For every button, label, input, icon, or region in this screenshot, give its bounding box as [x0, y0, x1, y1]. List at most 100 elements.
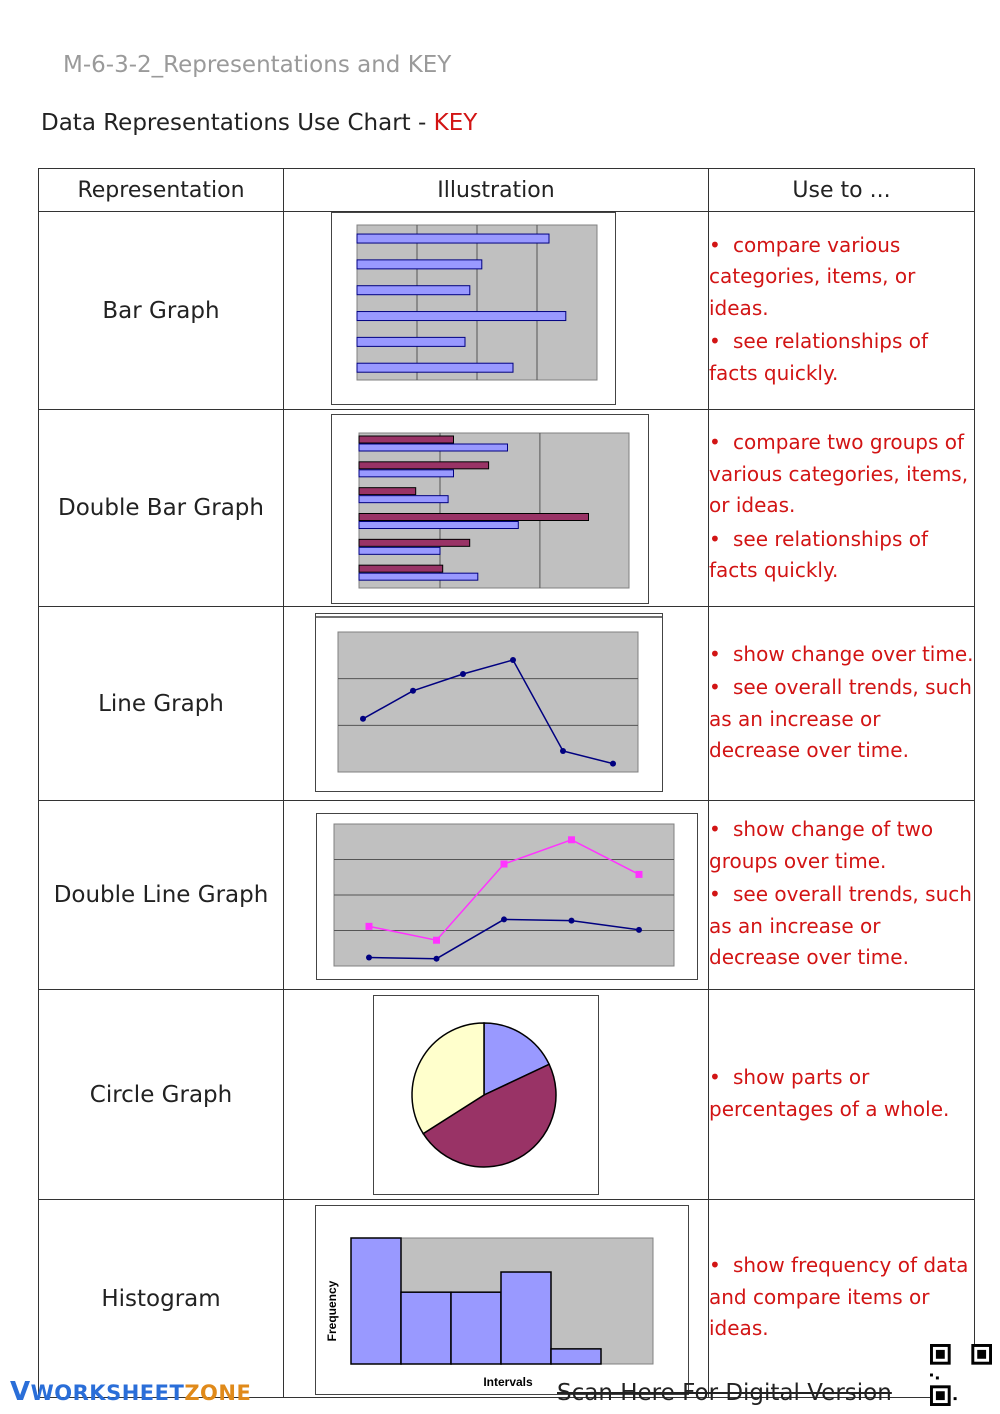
pie-slice — [483, 1022, 551, 1097]
use-cell: • show change of two groups over time. • s… — [708, 800, 975, 990]
data-point — [560, 748, 566, 754]
table-row: Histogram Intervals Frequency • show frequ… — [38, 1199, 975, 1398]
line-graph-illustration — [315, 613, 663, 792]
header-illustration: Illustration — [283, 168, 709, 212]
bar-series-a — [358, 564, 444, 573]
plot-area — [358, 432, 630, 589]
use-item-text: show parts or percentages of a whole. — [709, 1065, 950, 1121]
use-item-text: see relationships of facts quickly. — [709, 329, 928, 385]
double-bar-graph-svg — [358, 432, 630, 589]
qr-code-svg — [930, 1344, 992, 1406]
bar-series-a — [358, 538, 471, 547]
circle-graph-illustration — [373, 995, 599, 1195]
bar-series-b — [358, 572, 479, 581]
double-bar-graph-illustration — [331, 414, 649, 604]
data-point — [410, 687, 416, 694]
histogram-bar — [400, 1291, 452, 1365]
bar-graph-svg — [356, 224, 598, 381]
use-cell: • show parts or percentages of a whole. — [708, 989, 975, 1200]
header-representation: Representation — [38, 168, 284, 212]
bar-series-a — [358, 435, 454, 444]
table-row: Double Line Graph • show change of two gr… — [38, 800, 975, 990]
data-point — [610, 760, 616, 767]
qr-code-icon[interactable] — [930, 1344, 992, 1406]
use-item: • show frequency of data and compare item… — [709, 1253, 969, 1341]
use-item: • show parts or percentages of a whole. — [709, 1065, 950, 1121]
qr-module — [930, 1373, 933, 1377]
bar — [356, 311, 567, 322]
use-list: • compare two groups of various categorie… — [709, 427, 974, 587]
table-row: Bar Graph • compare various categories, i… — [38, 211, 975, 410]
histogram-bar — [450, 1291, 502, 1365]
bar-graph-illustration — [331, 212, 616, 405]
series-b-point — [366, 954, 372, 961]
bar-series-a — [358, 461, 490, 470]
use-item-text: compare two groups of various categories… — [709, 430, 969, 518]
logo-zone: ZONE — [184, 1381, 252, 1405]
bar — [356, 336, 466, 347]
table-header-row: Representation Illustration Use to ... — [38, 168, 975, 212]
illustration-cell — [283, 606, 709, 801]
use-cell: • compare various categories, items, or i… — [708, 211, 975, 410]
use-item-text: see overall trends, such as an increase … — [709, 882, 972, 970]
use-item-text: show frequency of data and compare items… — [709, 1253, 969, 1341]
plot-area — [337, 631, 639, 773]
series-a-point — [365, 922, 373, 930]
histogram-illustration: Intervals Frequency — [315, 1205, 689, 1395]
bar — [356, 259, 483, 270]
use-item-text: see overall trends, such as an increase … — [709, 675, 972, 762]
data-point — [510, 657, 516, 663]
series-b-point — [433, 955, 440, 962]
series-line — [362, 659, 614, 765]
representation-name: Bar Graph — [38, 211, 284, 410]
series-a-point — [433, 936, 440, 944]
histogram-svg: Intervals Frequency — [325, 1237, 654, 1389]
page-title-text: Data Representations Use Chart - — [41, 110, 434, 136]
series-b-point — [636, 926, 642, 933]
use-list: • show change of two groups over time. • s… — [709, 814, 974, 974]
y-axis-label: Frequency — [325, 1280, 339, 1341]
double-line-graph-svg — [333, 823, 675, 967]
header-use-to: Use to ... — [708, 168, 975, 212]
pie-slice — [411, 1022, 485, 1135]
representation-name: Double Bar Graph — [38, 409, 284, 607]
use-list: • compare various categories, items, or i… — [709, 230, 974, 390]
use-item-text: compare various categories, items, or id… — [709, 232, 916, 320]
histogram-bar — [550, 1348, 602, 1365]
illustration-cell: Intervals Frequency — [283, 1199, 709, 1398]
series-b-point — [501, 916, 507, 923]
bar — [356, 285, 471, 296]
representations-table: Representation Illustration Use to ... B… — [38, 168, 975, 1398]
data-point — [360, 715, 366, 722]
table-row: Double Bar Graph • compare two groups of … — [38, 409, 975, 607]
series-a-point — [568, 836, 575, 844]
representation-name: Line Graph — [38, 606, 284, 801]
qr-finder-core — [935, 1349, 945, 1359]
use-item-text: show change over time. — [733, 641, 974, 666]
illustration-cell — [283, 800, 709, 990]
use-item: • see overall trends, such as an increase… — [709, 675, 972, 762]
use-list: • show parts or percentages of a whole. — [709, 1062, 974, 1125]
page-title: Data Representations Use Chart - KEY — [41, 110, 477, 136]
use-item: • see overall trends, such as an increase… — [709, 882, 972, 970]
line-graph-svg — [316, 616, 662, 773]
representation-name: Double Line Graph — [38, 800, 284, 990]
worksheetzone-logo: VWORKSHEETZONE — [10, 1377, 251, 1407]
qr-finder-core — [935, 1391, 945, 1401]
series-b-point — [568, 917, 575, 924]
bar-series-b — [358, 521, 519, 529]
use-item: • show change of two groups over time. — [709, 817, 934, 873]
use-item: • see relationships of facts quickly. — [709, 329, 928, 385]
series-a-point — [500, 860, 508, 868]
bar-series-a — [358, 513, 589, 521]
use-list: • show frequency of data and compare item… — [709, 1250, 974, 1345]
use-item: • see relationships of facts quickly. — [709, 526, 928, 583]
bar-series-b — [358, 495, 449, 504]
circle-graph-svg — [411, 1022, 557, 1168]
key-label: KEY — [433, 110, 478, 136]
use-cell: • show change over time. • see overall tre… — [708, 606, 975, 801]
bar-series-b — [358, 546, 441, 555]
histogram-bar — [350, 1237, 402, 1365]
use-cell: • show frequency of data and compare item… — [708, 1199, 975, 1398]
qr-module — [953, 1397, 957, 1401]
